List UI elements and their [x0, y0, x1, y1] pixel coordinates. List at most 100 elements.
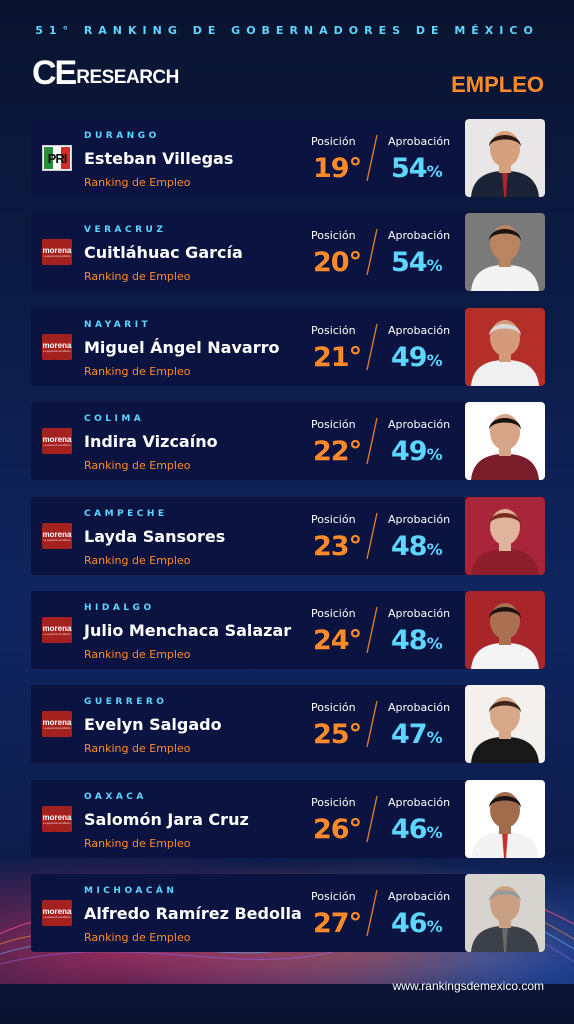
governor-name: Esteban Villegas: [84, 149, 234, 168]
divider-line: [366, 512, 378, 559]
position-value: 19°: [313, 153, 362, 184]
position-label: Posición: [311, 795, 356, 809]
approval-label: Aprobación: [388, 512, 451, 526]
approval-label: Aprobación: [388, 229, 451, 243]
portrait-icon: [471, 603, 539, 669]
state-name: GUERRERO: [84, 697, 168, 708]
portrait-icon: [471, 508, 539, 575]
governor-photo: [465, 685, 545, 764]
morena-logo-icon: morena La esperanza de México: [42, 333, 72, 360]
position-value: 26°: [313, 813, 362, 845]
ranking-label: Ranking de Empleo: [84, 836, 191, 850]
position-value: 20°: [313, 247, 362, 279]
divider-line: [366, 323, 378, 370]
governor-name: Salomón Jara Cruz: [84, 809, 249, 829]
position-label: Posición: [311, 418, 356, 432]
footer-url[interactable]: www.rankingsdemexico.com: [392, 979, 544, 993]
governor-card: morena La esperanza de México HIDALGO Ju…: [31, 591, 545, 669]
state-name: VERACRUZ: [84, 225, 167, 236]
approval-label: Aprobación: [388, 135, 451, 148]
position-value: 21°: [313, 341, 362, 373]
position-label: Posición: [311, 890, 356, 904]
portrait-icon: [471, 791, 539, 858]
divider-line: [366, 229, 378, 276]
state-name: HIDALGO: [84, 603, 155, 613]
ranking-label: Ranking de Empleo: [84, 364, 191, 378]
approval-value: 49%: [391, 436, 443, 468]
ce-research-logo: CE RESEARCH: [32, 54, 179, 92]
governor-name: Layda Sansores: [84, 526, 226, 546]
pri-logo-icon: PRI: [42, 145, 72, 171]
morena-logo-icon: morena La esperanza de México: [42, 805, 72, 832]
ranking-label: Ranking de Empleo: [84, 270, 191, 284]
governor-card: morena La esperanza de México MICHOACÁN …: [31, 874, 545, 953]
ranking-label: Ranking de Empleo: [84, 648, 191, 661]
approval-label: Aprobación: [388, 607, 451, 620]
approval-value: 46%: [391, 908, 443, 940]
morena-logo-icon: morena La esperanza de México: [42, 711, 72, 738]
morena-logo-icon: morena La esperanza de México: [42, 617, 72, 643]
governor-photo: [465, 402, 545, 481]
approval-label: Aprobación: [388, 418, 451, 432]
approval-value: 49%: [391, 341, 443, 373]
governor-photo: [465, 119, 545, 197]
position-value: 27°: [313, 908, 362, 940]
portrait-icon: [471, 414, 539, 481]
approval-value: 48%: [391, 625, 443, 656]
position-value: 25°: [313, 719, 362, 751]
approval-value: 48%: [391, 530, 443, 562]
ranking-label: Ranking de Empleo: [84, 931, 191, 945]
position-label: Posición: [311, 229, 356, 243]
governor-card: morena La esperanza de México GUERRERO E…: [31, 685, 545, 764]
state-name: DURANGO: [84, 131, 160, 141]
governor-card: morena La esperanza de México OAXACA Sal…: [31, 779, 545, 858]
position-value: 24°: [313, 625, 362, 656]
governor-photo: [465, 213, 545, 292]
position-label: Posición: [311, 701, 356, 715]
governor-name: Alfredo Ramírez Bedolla: [84, 904, 302, 924]
position-value: 22°: [313, 436, 362, 468]
state-name: NAYARIT: [84, 319, 152, 330]
page-title: 51° RANKING DE GOBERNADORES DE MÉXICO: [35, 24, 539, 37]
portrait-icon: [471, 886, 539, 953]
governor-name: Cuitláhuac García: [84, 243, 243, 263]
ranking-label: Ranking de Empleo: [84, 176, 191, 189]
divider-line: [366, 795, 378, 842]
divider-line: [366, 701, 378, 748]
morena-logo-icon: morena La esperanza de México: [42, 428, 72, 455]
position-label: Posición: [311, 512, 356, 526]
divider-line: [366, 134, 378, 182]
logo-research: RESEARCH: [76, 67, 179, 88]
divider-line: [366, 890, 378, 937]
divider-line: [366, 418, 378, 465]
governor-name: Evelyn Salgado: [84, 715, 222, 735]
portrait-icon: [471, 697, 539, 764]
position-label: Posición: [311, 607, 356, 620]
governor-card: morena La esperanza de México CAMPECHE L…: [31, 496, 545, 575]
approval-value: 54%: [391, 153, 443, 184]
state-name: OAXACA: [84, 791, 147, 802]
position-label: Posición: [311, 135, 356, 148]
portrait-icon: [471, 131, 539, 197]
position-label: Posición: [311, 323, 356, 337]
approval-value: 47%: [391, 719, 443, 751]
governor-photo: [465, 779, 545, 858]
logo-ce: CE: [32, 54, 77, 92]
approval-label: Aprobación: [388, 323, 451, 337]
governor-name: Miguel Ángel Navarro: [84, 337, 280, 357]
divider-line: [366, 606, 378, 654]
governor-name: Indira Vizcaíno: [84, 432, 218, 452]
approval-value: 46%: [391, 813, 443, 845]
category-title: EMPLEO: [451, 72, 544, 97]
governor-card: morena La esperanza de México VERACRUZ C…: [31, 213, 545, 292]
approval-label: Aprobación: [388, 701, 451, 715]
state-name: CAMPECHE: [84, 508, 168, 519]
portrait-icon: [471, 225, 539, 292]
governor-photo: [465, 874, 545, 953]
governor-name: Julio Menchaca Salazar: [84, 621, 292, 640]
state-name: COLIMA: [84, 414, 145, 425]
governor-card: morena La esperanza de México COLIMA Ind…: [31, 402, 545, 481]
state-name: MICHOACÁN: [84, 886, 178, 897]
portrait-icon: [471, 319, 539, 386]
morena-logo-icon: morena La esperanza de México: [42, 522, 72, 549]
